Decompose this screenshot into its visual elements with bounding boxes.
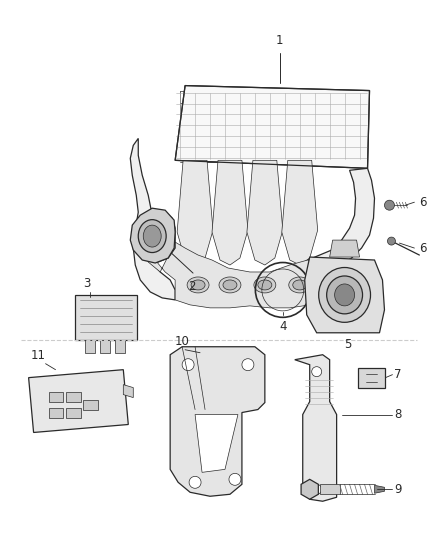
Polygon shape	[75, 295, 137, 340]
Text: 10: 10	[175, 335, 190, 348]
Polygon shape	[305, 257, 385, 333]
Ellipse shape	[147, 225, 163, 245]
Polygon shape	[295, 355, 337, 501]
Polygon shape	[67, 392, 81, 401]
Circle shape	[189, 477, 201, 488]
Polygon shape	[28, 370, 128, 432]
Polygon shape	[175, 86, 370, 168]
Polygon shape	[49, 392, 64, 401]
Text: 4: 4	[279, 320, 286, 333]
Ellipse shape	[319, 268, 371, 322]
Ellipse shape	[219, 277, 241, 293]
Text: 1: 1	[276, 34, 283, 47]
Polygon shape	[135, 210, 175, 262]
Polygon shape	[170, 347, 265, 496]
Polygon shape	[177, 160, 213, 265]
Ellipse shape	[254, 277, 276, 293]
Ellipse shape	[293, 280, 307, 290]
Circle shape	[312, 367, 321, 377]
Text: 2: 2	[188, 280, 196, 293]
Polygon shape	[212, 160, 248, 265]
Polygon shape	[330, 240, 360, 257]
Polygon shape	[357, 368, 385, 387]
Text: 11: 11	[31, 349, 46, 362]
Text: 9: 9	[395, 483, 402, 496]
Ellipse shape	[143, 220, 168, 250]
Polygon shape	[320, 484, 339, 494]
Circle shape	[312, 484, 321, 494]
Polygon shape	[195, 415, 238, 472]
Ellipse shape	[191, 280, 205, 290]
Text: 6: 6	[419, 241, 427, 255]
Text: 8: 8	[395, 408, 402, 421]
Text: 3: 3	[83, 277, 91, 290]
Polygon shape	[100, 340, 110, 353]
Ellipse shape	[187, 277, 209, 293]
Polygon shape	[130, 208, 175, 263]
Polygon shape	[83, 400, 99, 409]
Polygon shape	[124, 385, 133, 398]
Circle shape	[385, 200, 395, 210]
Ellipse shape	[223, 280, 237, 290]
Polygon shape	[85, 340, 95, 353]
Text: 6: 6	[419, 196, 427, 209]
Polygon shape	[374, 486, 385, 493]
Polygon shape	[142, 242, 352, 308]
Polygon shape	[282, 160, 318, 265]
Circle shape	[229, 473, 241, 486]
Polygon shape	[247, 160, 283, 265]
Ellipse shape	[143, 225, 161, 247]
Ellipse shape	[327, 276, 363, 314]
Ellipse shape	[289, 277, 311, 293]
Circle shape	[388, 237, 396, 245]
Text: 7: 7	[395, 368, 402, 381]
Polygon shape	[308, 168, 374, 268]
Polygon shape	[115, 340, 125, 353]
Ellipse shape	[138, 220, 166, 253]
Circle shape	[242, 359, 254, 370]
Polygon shape	[67, 408, 81, 417]
Polygon shape	[130, 139, 175, 300]
Ellipse shape	[335, 284, 355, 306]
Polygon shape	[301, 479, 318, 499]
Circle shape	[182, 359, 194, 370]
Polygon shape	[49, 408, 64, 417]
Ellipse shape	[258, 280, 272, 290]
Text: 5: 5	[344, 338, 351, 351]
